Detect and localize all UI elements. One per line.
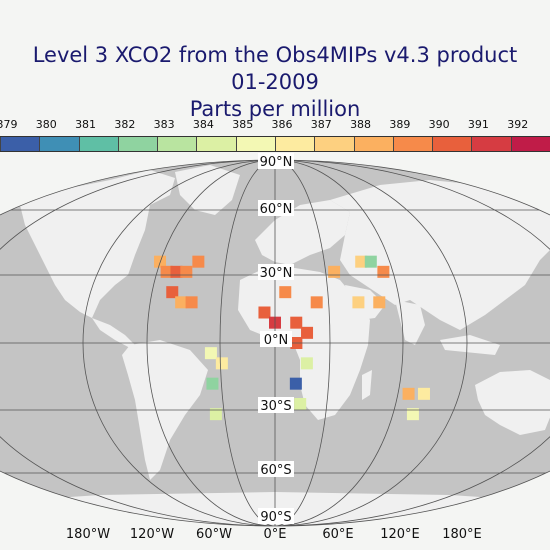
africa-land [238,268,370,420]
xco2-cell [373,296,386,309]
xco2-cell [215,357,228,370]
colorbar-segment [314,137,354,151]
colorbar-tick-label: 391 [467,118,489,131]
southeast-asia-islands [440,335,500,355]
xco2-cell [209,408,222,421]
lat-label-90s: 90°S [260,510,291,525]
xco2-cell [300,357,313,370]
chart-title: Level 3 XCO2 from the Obs4MIPs v4.3 prod… [0,42,550,123]
lat-label-60s: 60°S [260,463,291,478]
colorbar-segment [274,137,315,151]
lon-label-60e: 60°E [322,527,353,542]
colorbar-segment [196,137,236,151]
colorbar-tick-label: 390 [428,118,450,131]
longitude-labels: 180°W 120°W 60°W 0°E 60°E 120°E 180°E [66,527,482,542]
lat-label-60n: 60°N [260,202,293,217]
colorbar-tick-label: 384 [192,118,214,131]
colorbar-tick-label: 380 [35,118,57,131]
xco2-cell [352,296,365,309]
colorbar-segment [510,137,550,151]
colorbar-tick-label: 388 [350,118,372,131]
colorbar-tick-label: 387 [310,118,332,131]
xco2-cell [406,408,419,421]
colorbar-segment [39,137,79,151]
colorbar-tick-label: 389 [389,118,411,131]
lon-label-120w: 120°W [130,527,174,542]
lon-label-60w: 60°W [196,527,232,542]
colorbar-tick-label: 385 [232,118,254,131]
xco2-cell [279,286,292,299]
greenland-land [175,165,240,215]
colorbar-tick-label: 386 [271,118,293,131]
xco2-cell [417,387,430,400]
xco2-cell [185,296,198,309]
colorbar-tick-label: 383 [153,118,175,131]
lat-label-90n: 90°N [260,155,293,170]
colorbar-tick-label: 392 [507,118,529,131]
xco2-cell [175,296,188,309]
title-line-1: Level 3 XCO2 from the Obs4MIPs v4.3 prod… [32,43,518,67]
xco2-cell [206,377,219,390]
xco2-cell [301,326,314,339]
xco2-cell [328,265,341,278]
xco2-cell [166,286,179,299]
colorbar-segment [235,137,275,151]
india-land [395,300,425,345]
xco2-cell [355,255,368,268]
north-america-land [20,170,175,318]
xco2-cell [289,377,302,390]
lon-label-180e: 180°E [442,527,482,542]
lon-label-180w: 180°W [66,527,110,542]
colorbar-segment [432,137,472,151]
lat-label-30n: 30°N [260,266,293,281]
xco2-cell [180,265,193,278]
xco2-cell [258,306,271,319]
lat-label-30s: 30°S [260,399,291,414]
madagascar-land [362,370,372,400]
colorbar [0,136,550,152]
lon-label-120e: 120°E [380,527,420,542]
colorbar-tick-labels: 379 380 381 382 383 384 385 386 387 388 389 390 391 3… [0,118,550,134]
lat-label-0n: 0°N [264,333,289,348]
australia-land [475,370,550,435]
xco2-cell [377,265,390,278]
colorbar-segment [157,137,197,151]
xco2-cell [364,255,377,268]
xco2-cell [204,347,217,360]
latitude-labels: 90°N 60°N 30°N 0°N 30°S 60°S 90°S [258,153,294,525]
arabia-land [345,285,385,320]
colorbar-segment [353,137,393,151]
title-line-3: Parts per million [189,97,361,121]
colorbar-segment [0,137,40,151]
lon-label-0e: 0°E [264,527,287,542]
xco2-cell [294,398,307,410]
colorbar-tick-label: 379 [0,118,18,131]
xco2-cell [402,387,415,400]
asia-land [330,180,550,330]
title-line-2: 01-2009 [231,70,319,94]
colorbar-segment [117,137,158,151]
europe-land [255,200,350,265]
xco2-cell [310,296,323,309]
xco2-cell [290,316,303,329]
colorbar-segment [78,137,118,151]
colorbar-segment [392,137,433,151]
colorbar-tick-label: 381 [75,118,97,131]
xco2-cell [192,255,205,268]
colorbar-tick-label: 382 [114,118,136,131]
central-america-land [92,318,135,348]
colorbar-segment [471,137,511,151]
